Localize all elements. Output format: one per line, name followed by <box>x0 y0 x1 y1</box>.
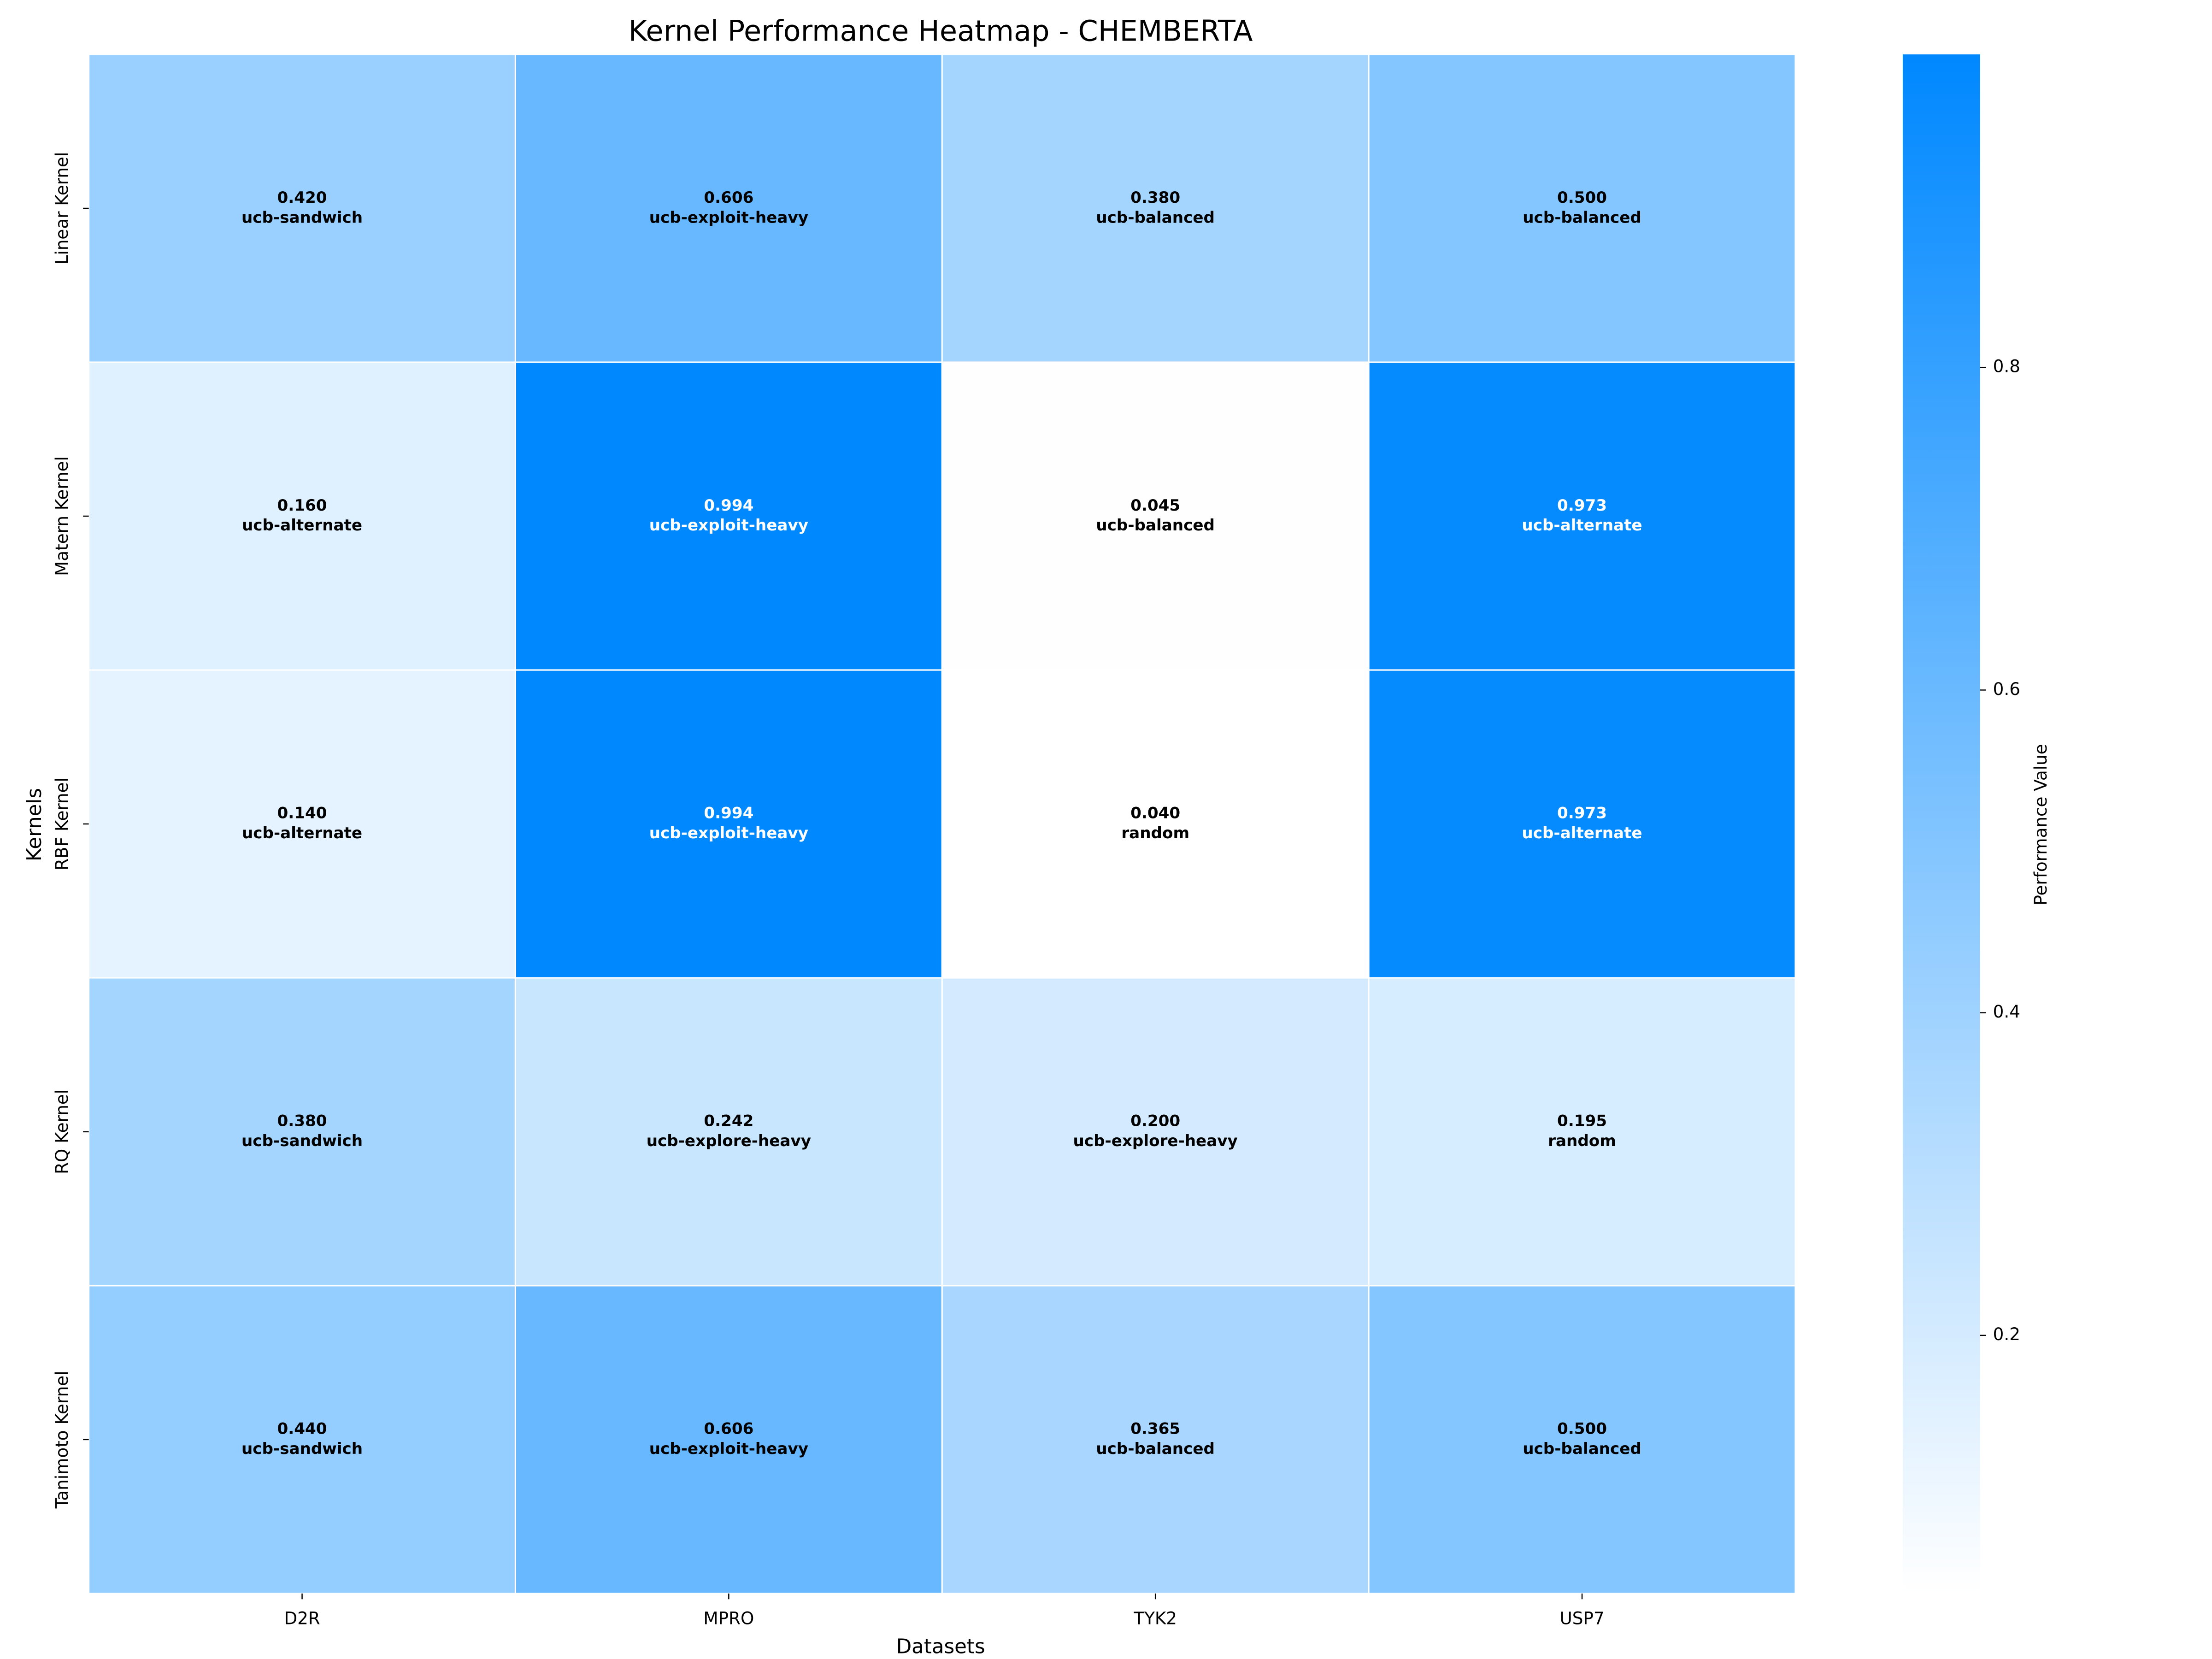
cell-annotation: ucb-balanced <box>1096 516 1215 535</box>
heatmap-cell <box>1368 1285 1796 1594</box>
heatmap-cell <box>514 1285 943 1594</box>
heatmap-cell <box>1368 669 1796 979</box>
cell-annotation: ucb-sandwich <box>241 208 363 227</box>
cell-annotation: ucb-alternate <box>1522 516 1642 535</box>
cell-annotation: ucb-alternate <box>242 824 362 842</box>
cell-value-label: 0.420 <box>277 188 327 207</box>
cell-annotation: ucb-sandwich <box>241 1132 363 1150</box>
cell-value-label: 0.200 <box>1130 1112 1180 1130</box>
x-tick-label: MPRO <box>703 1608 754 1628</box>
cell-value-label: 0.973 <box>1557 804 1607 823</box>
heatmap-cell <box>514 977 943 1287</box>
heatmap-cell <box>941 53 1370 363</box>
x-axis-label: Datasets <box>896 1635 985 1658</box>
cell-value-label: 0.195 <box>1557 1112 1607 1130</box>
heatmap-cell <box>941 977 1370 1287</box>
colorbar-tick-label: 0.8 <box>1993 356 2020 377</box>
heatmap-cell <box>88 53 516 363</box>
y-tick-label: Matern Kernel <box>52 456 72 576</box>
cell-annotation: ucb-alternate <box>242 516 362 535</box>
cell-value-label: 0.440 <box>277 1420 327 1438</box>
cell-value-label: 0.994 <box>704 496 753 515</box>
heatmap-cell <box>514 669 943 979</box>
cell-annotation: random <box>1548 1132 1616 1150</box>
y-tick-label: Linear Kernel <box>52 152 72 265</box>
x-tick-label: TYK2 <box>1133 1608 1177 1628</box>
cell-value-label: 0.973 <box>1557 496 1607 515</box>
heatmap-cell <box>514 361 943 671</box>
cell-value-label: 0.380 <box>1130 188 1180 207</box>
cell-annotation: ucb-exploit-heavy <box>649 1440 808 1458</box>
cell-annotation: ucb-explore-heavy <box>1073 1132 1238 1150</box>
cell-annotation: ucb-exploit-heavy <box>649 824 808 842</box>
cell-annotation: ucb-balanced <box>1523 1440 1641 1458</box>
heatmap-cell <box>88 361 516 671</box>
cell-value-label: 0.242 <box>704 1112 753 1130</box>
cell-value-label: 0.160 <box>277 496 327 515</box>
cell-value-label: 0.040 <box>1130 804 1180 823</box>
colorbar-tick-label: 0.4 <box>1993 1001 2020 1022</box>
y-tick-label: RBF Kernel <box>52 777 72 871</box>
y-tick-label: Tanimoto Kernel <box>52 1371 72 1509</box>
cell-value-label: 0.365 <box>1130 1420 1180 1438</box>
heatmap-cell <box>88 1285 516 1594</box>
cell-value-label: 0.380 <box>277 1112 327 1130</box>
y-axis-label: Kernels <box>23 788 46 861</box>
y-tick-label: RQ Kernel <box>52 1089 72 1174</box>
x-tick-label: USP7 <box>1559 1608 1604 1628</box>
colorbar-tick-label: 0.2 <box>1993 1324 2020 1344</box>
cell-annotation: ucb-exploit-heavy <box>649 208 808 227</box>
heatmap-cell <box>88 977 516 1287</box>
cell-annotation: ucb-sandwich <box>241 1440 363 1458</box>
heatmap-cell <box>941 1285 1370 1594</box>
cell-value-label: 0.500 <box>1557 1420 1607 1438</box>
cell-annotation: ucb-balanced <box>1096 208 1215 227</box>
cell-annotation: ucb-explore-heavy <box>647 1132 811 1150</box>
chart-title: Kernel Performance Heatmap - CHEMBERTA <box>629 14 1253 48</box>
cell-value-label: 0.606 <box>704 188 753 207</box>
cell-value-label: 0.500 <box>1557 188 1607 207</box>
heatmap-cell <box>1368 361 1796 671</box>
cell-annotation: ucb-alternate <box>1522 824 1642 842</box>
cell-value-label: 0.045 <box>1130 496 1180 515</box>
cell-annotation: ucb-balanced <box>1096 1440 1215 1458</box>
heatmap-cell <box>941 361 1370 671</box>
x-tick-label: D2R <box>284 1608 320 1628</box>
colorbar <box>1902 54 1980 1594</box>
cell-annotation: ucb-exploit-heavy <box>649 516 808 535</box>
heatmap-cell <box>514 53 943 363</box>
cell-annotation: random <box>1121 824 1189 842</box>
colorbar-tick-label: 0.6 <box>1993 679 2020 699</box>
colorbar-label: Performance Value <box>2030 744 2051 905</box>
heatmap-cell <box>1368 53 1796 363</box>
cell-value-label: 0.606 <box>704 1420 753 1438</box>
cell-annotation: ucb-balanced <box>1523 208 1641 227</box>
heatmap-cell <box>1368 977 1796 1287</box>
cell-value-label: 0.140 <box>277 804 327 823</box>
cell-value-label: 0.994 <box>704 804 753 823</box>
